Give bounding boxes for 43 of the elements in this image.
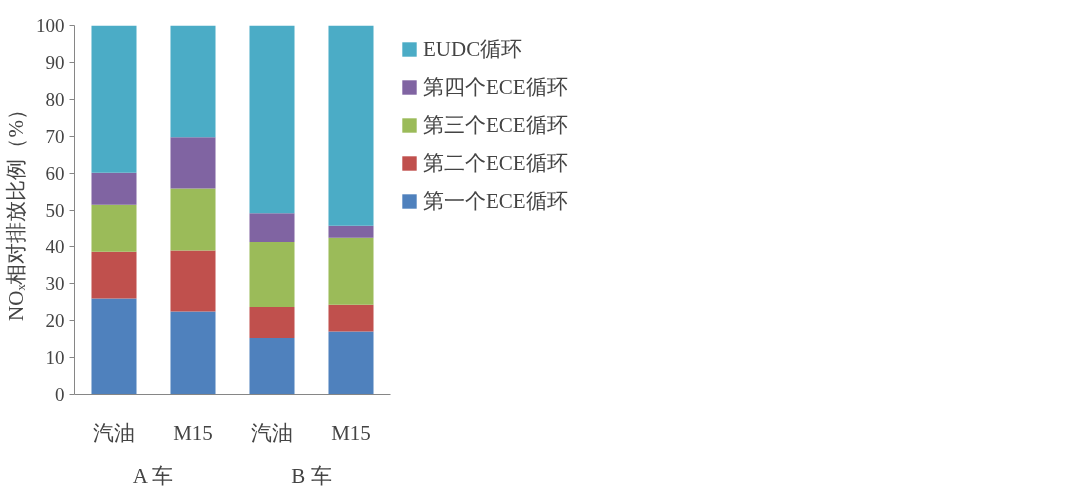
x-tick-label: M15: [173, 420, 213, 445]
bar: [170, 137, 216, 189]
y-tick-label: 60: [45, 162, 65, 184]
bar: [170, 250, 216, 312]
y-tick-label: 20: [45, 310, 65, 332]
bar: [328, 237, 374, 305]
y-tick-label: 10: [45, 347, 65, 369]
bar: [249, 338, 295, 395]
bar: [328, 304, 374, 332]
bar: [328, 225, 374, 238]
y-tick-label: 40: [45, 236, 65, 258]
bar: [170, 25, 216, 138]
bar: [91, 251, 137, 299]
bar: [328, 331, 374, 395]
x-tick-label: 汽油: [251, 420, 293, 445]
y-tick-label: 0: [55, 384, 65, 405]
bar: [249, 25, 295, 214]
legend-label: 第三个ECE循环: [423, 112, 568, 139]
legend-label: 第一个ECE循环: [423, 188, 568, 215]
bar: [91, 25, 137, 173]
text: A 车: [132, 463, 174, 488]
bar: [91, 298, 137, 395]
legend-label: 第四个ECE循环: [423, 74, 568, 101]
x-tick-label: M15: [331, 420, 371, 445]
bar: [249, 213, 295, 243]
y-tick-label: 100: [36, 15, 65, 36]
bar: [91, 204, 137, 252]
y-axis-title: NOₓ相对排放比例（%）: [4, 99, 28, 321]
y-tick-label: 30: [45, 273, 65, 295]
y-tick-label: 50: [45, 199, 65, 221]
bar: [170, 188, 216, 251]
text: B 车: [291, 463, 332, 488]
bar: [170, 311, 216, 395]
y-tick-label: 70: [45, 125, 65, 147]
legend-label: EUDC循环: [423, 36, 523, 63]
bar: [91, 172, 137, 205]
legend-label: 第二个ECE循环: [423, 150, 568, 177]
bar: [249, 242, 295, 308]
y-tick-label: 90: [45, 51, 65, 73]
bar: [328, 25, 374, 226]
x-tick-label: 汽油: [93, 420, 135, 445]
bar: [249, 307, 295, 339]
y-tick-label: 80: [45, 88, 65, 110]
